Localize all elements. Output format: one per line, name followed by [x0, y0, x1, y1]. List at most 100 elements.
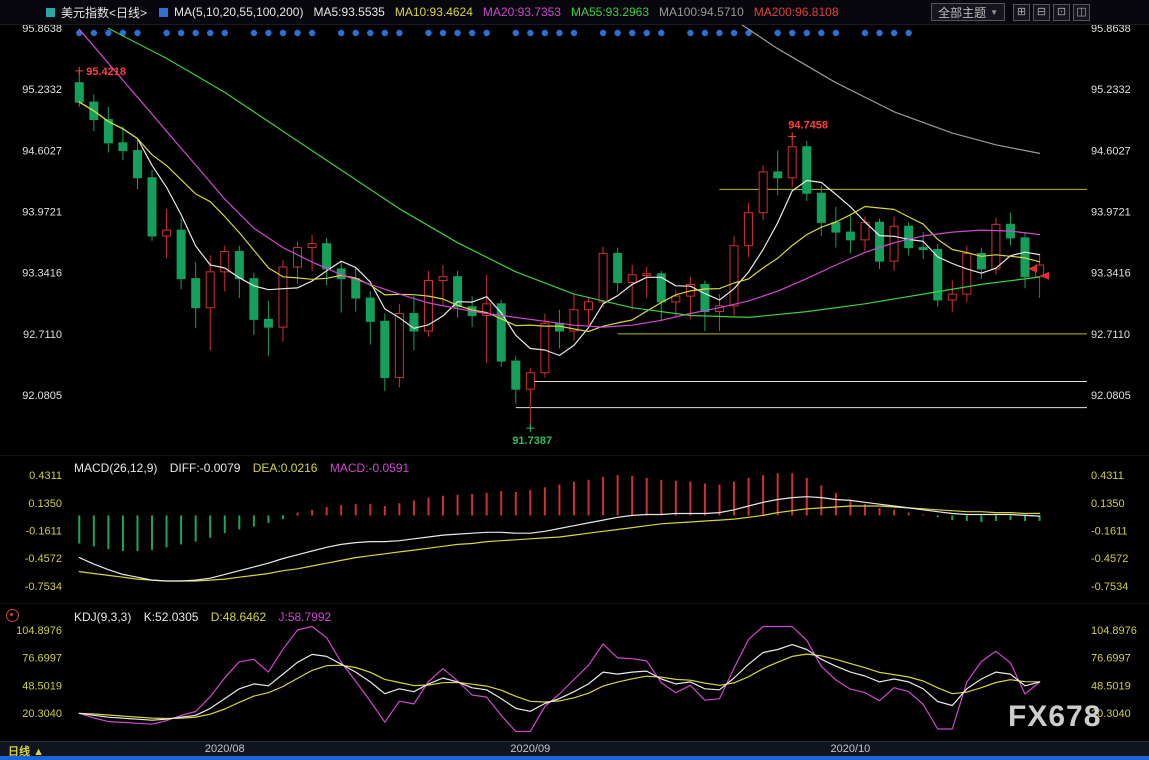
price-annotation: 94.7458 [788, 119, 828, 131]
candle [598, 252, 608, 303]
y-axis-label: 0.4311 [29, 470, 62, 482]
price-annotation: 95.4218 [86, 66, 126, 78]
y-axis-label: -0.1611 [26, 525, 63, 537]
candle [147, 177, 157, 237]
event-dot [599, 29, 607, 37]
candle [380, 320, 390, 379]
candle [845, 231, 855, 241]
y-axis-label: 92.0805 [1091, 390, 1131, 402]
kdj-panel[interactable] [78, 625, 1041, 733]
y-axis-label: 93.3416 [1091, 268, 1131, 280]
kdj-j-value: J:58.7992 [278, 610, 332, 624]
event-dot [818, 29, 825, 37]
event-dot [774, 29, 781, 37]
event-dot [716, 29, 723, 37]
event-dot [512, 29, 519, 37]
layout-grid-icon[interactable]: ◫ [1073, 3, 1090, 21]
event-dot [294, 29, 301, 37]
event-dot [425, 29, 432, 37]
ma20-value: MA20:93.7353 [482, 5, 561, 19]
candle [744, 212, 754, 247]
candle [132, 150, 142, 179]
candle [74, 82, 84, 103]
chart-canvas[interactable]: 95.4218 94.7458 91.7387 95.8638 95.8638 95.23… [0, 0, 1149, 741]
event-dot [832, 29, 840, 37]
candle [249, 278, 259, 320]
event-dot [279, 29, 287, 37]
triangle-up-icon: ▲ [33, 746, 44, 758]
candle [525, 372, 535, 390]
timeline-scrollbar[interactable] [0, 756, 1149, 760]
event-dot [207, 29, 214, 37]
candle [365, 297, 375, 322]
price-marker-arrow [1040, 271, 1049, 280]
ma5-line [78, 101, 1041, 357]
candle [409, 313, 419, 332]
event-dot [221, 29, 228, 37]
timeframe-text: 日线 [8, 746, 30, 758]
indicator-settings-icon[interactable] [6, 609, 19, 622]
y-axis-label: 0.1350 [1091, 498, 1125, 510]
candle [875, 221, 885, 262]
event-dot [308, 29, 316, 37]
event-dot [890, 29, 898, 37]
y-axis-label: 0.1350 [28, 498, 62, 510]
x-axis-date-label: 2020/08 [204, 743, 245, 755]
event-dot [730, 29, 738, 37]
y-axis-label: 92.7110 [23, 329, 62, 341]
themes-dropdown-label: 全部主题 [938, 5, 987, 20]
candle [438, 276, 448, 282]
event-dot [905, 29, 912, 37]
event-dot [439, 29, 447, 37]
price-annotation: 91.7387 [512, 435, 552, 447]
candle [511, 360, 521, 390]
macd-panel[interactable] [78, 473, 1041, 582]
add-panel-icon[interactable]: ⊞ [1013, 3, 1030, 21]
event-dot [643, 29, 650, 37]
k-line [78, 643, 1041, 721]
event-dot [454, 29, 461, 37]
candle [293, 247, 303, 268]
kdj-d-value: D:48.6462 [210, 610, 267, 624]
ma10-line [78, 101, 1041, 333]
candle [700, 283, 710, 313]
candle [118, 142, 128, 152]
price-panel[interactable]: 95.4218 94.7458 91.7387 [74, 0, 1087, 447]
candle [234, 250, 244, 280]
candle [947, 293, 957, 301]
event-dot [876, 29, 883, 37]
ma55-value: MA55:93.2963 [570, 5, 650, 19]
event-dot [570, 29, 578, 37]
layout-split-icon[interactable]: ⊡ [1053, 3, 1070, 21]
event-dot [192, 29, 199, 37]
layout-single-icon[interactable]: ⊟ [1033, 3, 1050, 21]
event-dot [701, 29, 709, 37]
candle [482, 303, 492, 316]
themes-dropdown[interactable]: 全部主题 ▼ [931, 3, 1005, 21]
x-axis-date-label: 2020/09 [510, 743, 551, 755]
event-dot [337, 29, 345, 37]
y-axis-label: 92.0805 [22, 390, 62, 402]
candle [802, 146, 812, 194]
y-axis-label: 93.3416 [22, 268, 62, 280]
y-axis-label: 94.6027 [1091, 145, 1131, 157]
y-axis-label: 93.9721 [22, 206, 62, 218]
y-axis-label: 48.5019 [22, 680, 62, 692]
candle [904, 225, 914, 249]
event-dot [177, 29, 185, 37]
candle [191, 278, 201, 309]
candle [322, 243, 332, 270]
candle [816, 192, 826, 223]
candle [773, 171, 783, 179]
ma100-line [741, 25, 1041, 154]
y-axis-label: 104.8976 [1091, 625, 1137, 637]
event-dot [396, 29, 403, 37]
event-dot [658, 29, 665, 37]
toolbar: 美元指数<日线> MA(5,10,20,55,100,200) MA5:93.5… [0, 0, 1149, 25]
y-axis-label: 95.2332 [22, 84, 62, 96]
event-dot [105, 29, 112, 37]
macd-macd-value: MACD:-0.0591 [329, 461, 410, 475]
timeframe-label[interactable]: 日线 ▲ [8, 743, 44, 759]
kdj-header: KDJ(9,3,3) K:52.0305 D:48.6462 J:58.7992 [74, 610, 340, 624]
event-dot [803, 29, 810, 37]
